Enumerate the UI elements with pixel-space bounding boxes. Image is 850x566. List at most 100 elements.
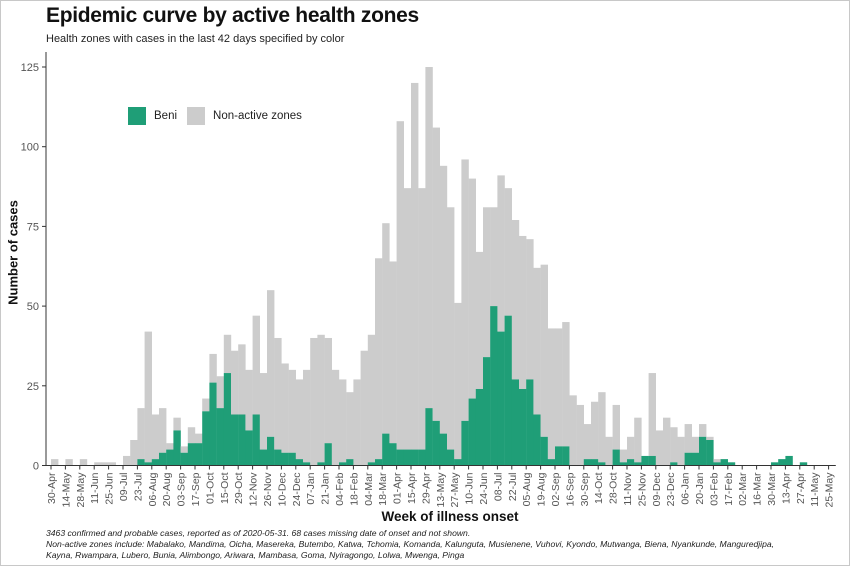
x-tick-label: 21-Jan: [320, 472, 332, 504]
bar-beni: [612, 449, 620, 466]
footnote-line-2: Non-active zones include: Mabalako, Mand…: [46, 539, 775, 549]
bar-non-active: [130, 440, 138, 466]
bar-beni: [180, 452, 188, 466]
x-tick-label: 04-Feb: [334, 472, 346, 505]
bar-non-active: [461, 159, 469, 421]
bar-beni: [166, 449, 174, 466]
bar-non-active: [267, 290, 275, 437]
bar-non-active: [288, 369, 296, 453]
bar-beni: [641, 455, 649, 466]
footnote-line-3: Kayna, Rwampara, Lubero, Bunia, Alimbong…: [46, 550, 465, 560]
bar-non-active: [591, 401, 599, 460]
x-tick-label: 08-Jul: [492, 473, 504, 502]
bar-non-active: [627, 436, 635, 460]
x-tick-label: 28-Oct: [608, 472, 620, 504]
bar-non-active: [663, 417, 671, 466]
bar-non-active: [497, 175, 505, 332]
x-tick-label: 19-Aug: [536, 472, 548, 506]
y-tick-label: 125: [21, 62, 39, 74]
bar-non-active: [655, 430, 664, 466]
bar-beni: [367, 462, 376, 466]
bar-beni: [619, 462, 628, 466]
y-tick-label: 75: [27, 221, 39, 233]
bar-beni: [418, 449, 426, 466]
bar-non-active: [209, 353, 217, 383]
x-tick-label: 25-Nov: [636, 472, 648, 507]
bar-beni: [346, 459, 354, 466]
x-tick-label: 06-Aug: [147, 472, 159, 506]
bar-beni: [288, 452, 296, 466]
bar-beni: [684, 452, 692, 466]
bar-non-active: [324, 337, 332, 444]
x-tick-label: 26-Nov: [262, 472, 274, 507]
bar-non-active: [202, 398, 210, 412]
bar-beni: [547, 459, 556, 466]
legend-label-beni: Beni: [154, 110, 178, 122]
bar-non-active: [310, 337, 318, 466]
legend-swatch-non-active: [187, 107, 206, 125]
x-tick-label: 03-Feb: [708, 472, 720, 505]
x-tick-label: 30-Apr: [46, 472, 58, 504]
bar-non-active: [411, 82, 419, 450]
bar-non-active: [360, 350, 368, 466]
bar-beni: [151, 459, 160, 466]
bar-beni: [720, 459, 728, 466]
bar-beni: [533, 414, 541, 466]
bar-beni: [317, 462, 325, 466]
bar-non-active: [576, 404, 584, 466]
bar-non-active: [389, 261, 397, 444]
bar-beni: [461, 420, 469, 466]
bar-beni: [562, 446, 570, 466]
bar-non-active: [447, 207, 455, 450]
bar-non-active: [166, 443, 174, 450]
bar-non-active: [151, 414, 160, 460]
bar-non-active: [439, 165, 448, 434]
bar-beni: [447, 449, 455, 466]
x-tick-label: 09-Dec: [651, 473, 663, 507]
bar-non-active: [403, 188, 412, 450]
bar-non-active: [425, 67, 433, 409]
bar-non-active: [418, 188, 426, 450]
bar-beni: [187, 443, 196, 466]
x-tick-label: 23-Dec: [665, 473, 677, 507]
bar-beni: [555, 446, 563, 466]
bar-non-active: [648, 373, 656, 456]
bar-non-active: [331, 369, 340, 466]
bar-non-active: [605, 436, 613, 466]
x-tick-label: 16-Sep: [564, 472, 576, 506]
bar-non-active: [65, 459, 73, 466]
x-tick-label: 10-Jun: [464, 472, 476, 504]
bar-non-active: [612, 404, 620, 450]
bar-beni: [468, 398, 476, 466]
bar-beni: [274, 449, 282, 466]
x-tick-label: 17-Sep: [190, 472, 202, 506]
x-tick-label: 01-Oct: [204, 472, 216, 504]
bar-beni: [670, 462, 678, 466]
x-tick-label: 27-May: [449, 472, 461, 508]
bar-beni: [583, 459, 592, 466]
bar-beni: [526, 379, 534, 466]
bar-non-active: [468, 178, 476, 399]
bar-beni: [648, 455, 656, 466]
bar-non-active: [274, 337, 282, 450]
bar-beni: [519, 388, 527, 466]
bar-beni: [339, 462, 347, 466]
x-tick-label: 07-Jan: [305, 472, 317, 504]
bar-beni: [727, 462, 736, 466]
bar-non-active: [367, 334, 376, 463]
bar-non-active: [684, 424, 692, 453]
x-tick-label: 05-Aug: [521, 472, 533, 506]
bar-non-active: [569, 395, 577, 466]
bar-beni: [245, 430, 253, 466]
bar-non-active: [432, 127, 440, 421]
bar-non-active: [382, 223, 390, 434]
x-tick-label: 10-Dec: [276, 473, 288, 507]
bar-beni: [511, 379, 520, 466]
bar-beni: [238, 414, 246, 466]
bar-beni: [540, 436, 548, 466]
x-tick-label: 11-Nov: [622, 472, 634, 506]
bar-non-active: [706, 436, 714, 440]
bar-beni: [504, 315, 512, 466]
bar-beni: [324, 443, 332, 466]
bar-beni: [771, 462, 779, 466]
